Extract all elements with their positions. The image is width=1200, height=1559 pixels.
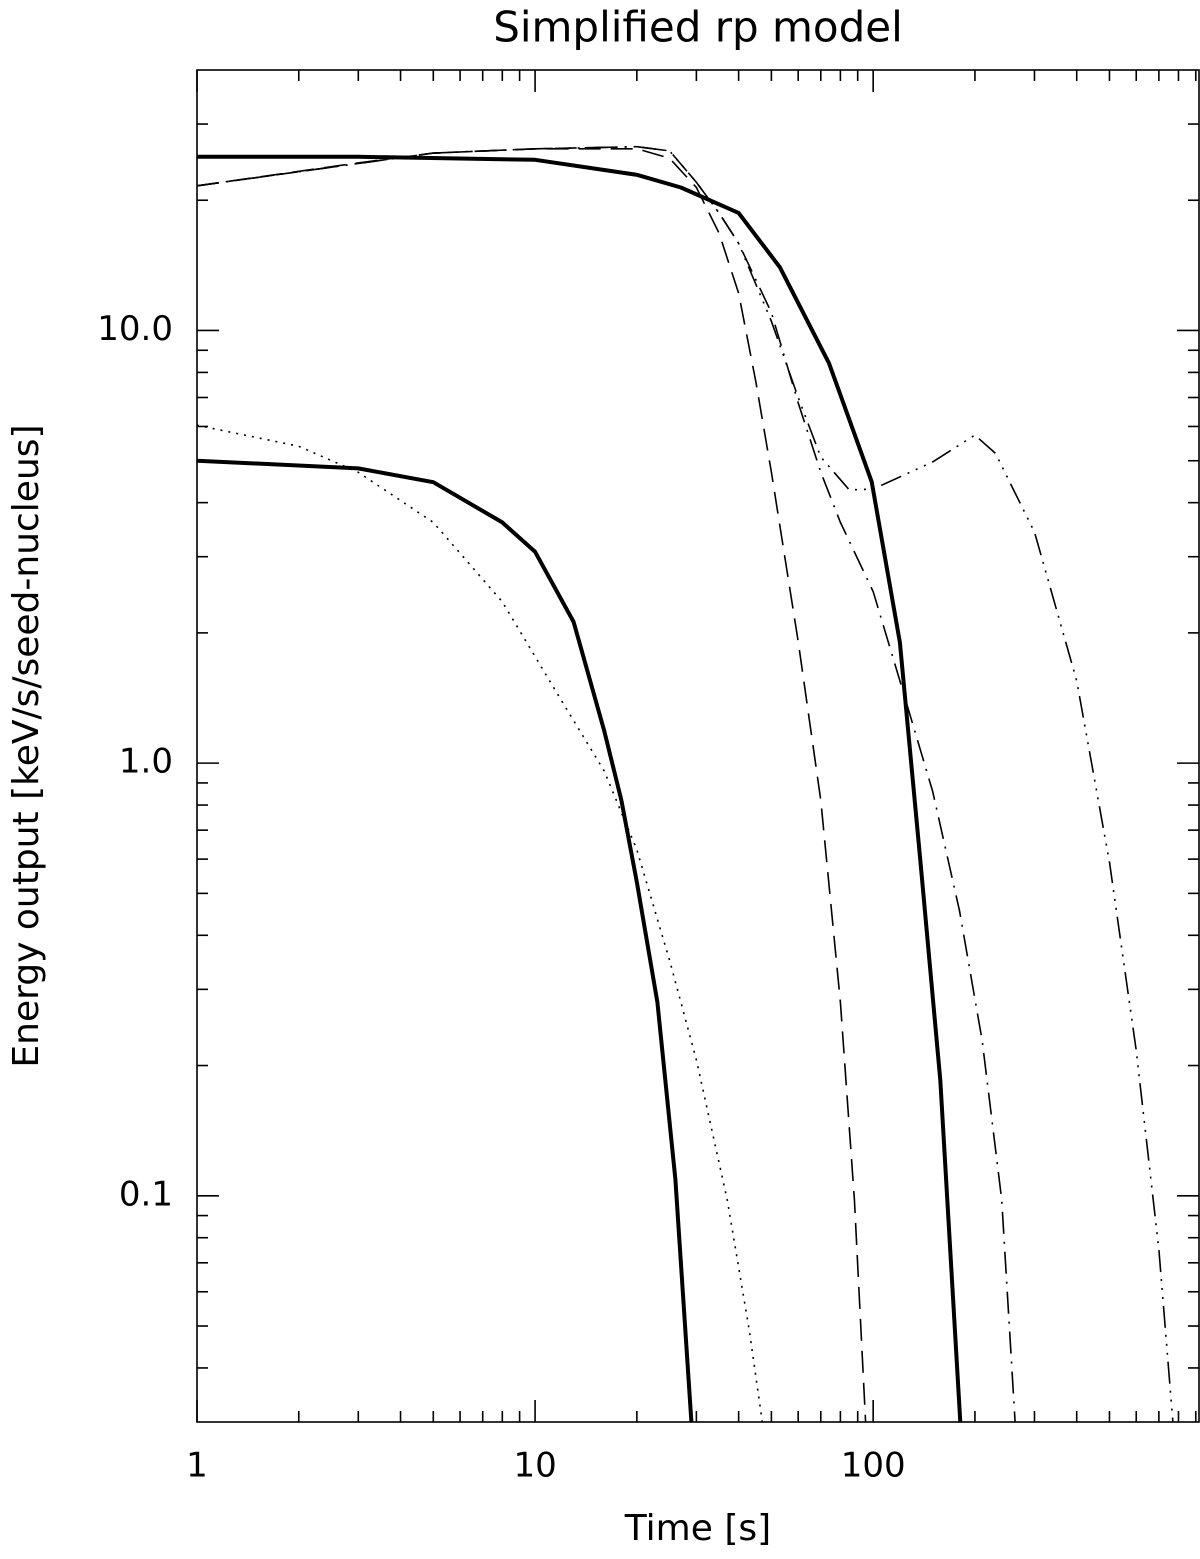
series-line (197, 154, 963, 1422)
y-tick-label: 0.1 (119, 1174, 173, 1214)
series-line (197, 145, 1016, 1422)
plot-area (197, 145, 1174, 1422)
x-axis-label: Time [s] (624, 1508, 771, 1549)
y-tick-label: 10.0 (97, 309, 173, 349)
series-line (197, 145, 1174, 1422)
series-line (197, 458, 694, 1422)
y-tick-label: 1.0 (119, 742, 173, 782)
y-axis-label: Energy output [keV/s/seed-nucleus] (6, 424, 47, 1067)
series-line (197, 424, 764, 1422)
x-tick-label: 100 (841, 1446, 906, 1486)
plot-frame (196, 69, 1200, 1423)
x-tick-label: 10 (513, 1446, 556, 1486)
series-line (197, 148, 867, 1422)
x-tick-label: 1 (186, 1446, 208, 1486)
chart-title: Simplified rp model (493, 3, 903, 52)
